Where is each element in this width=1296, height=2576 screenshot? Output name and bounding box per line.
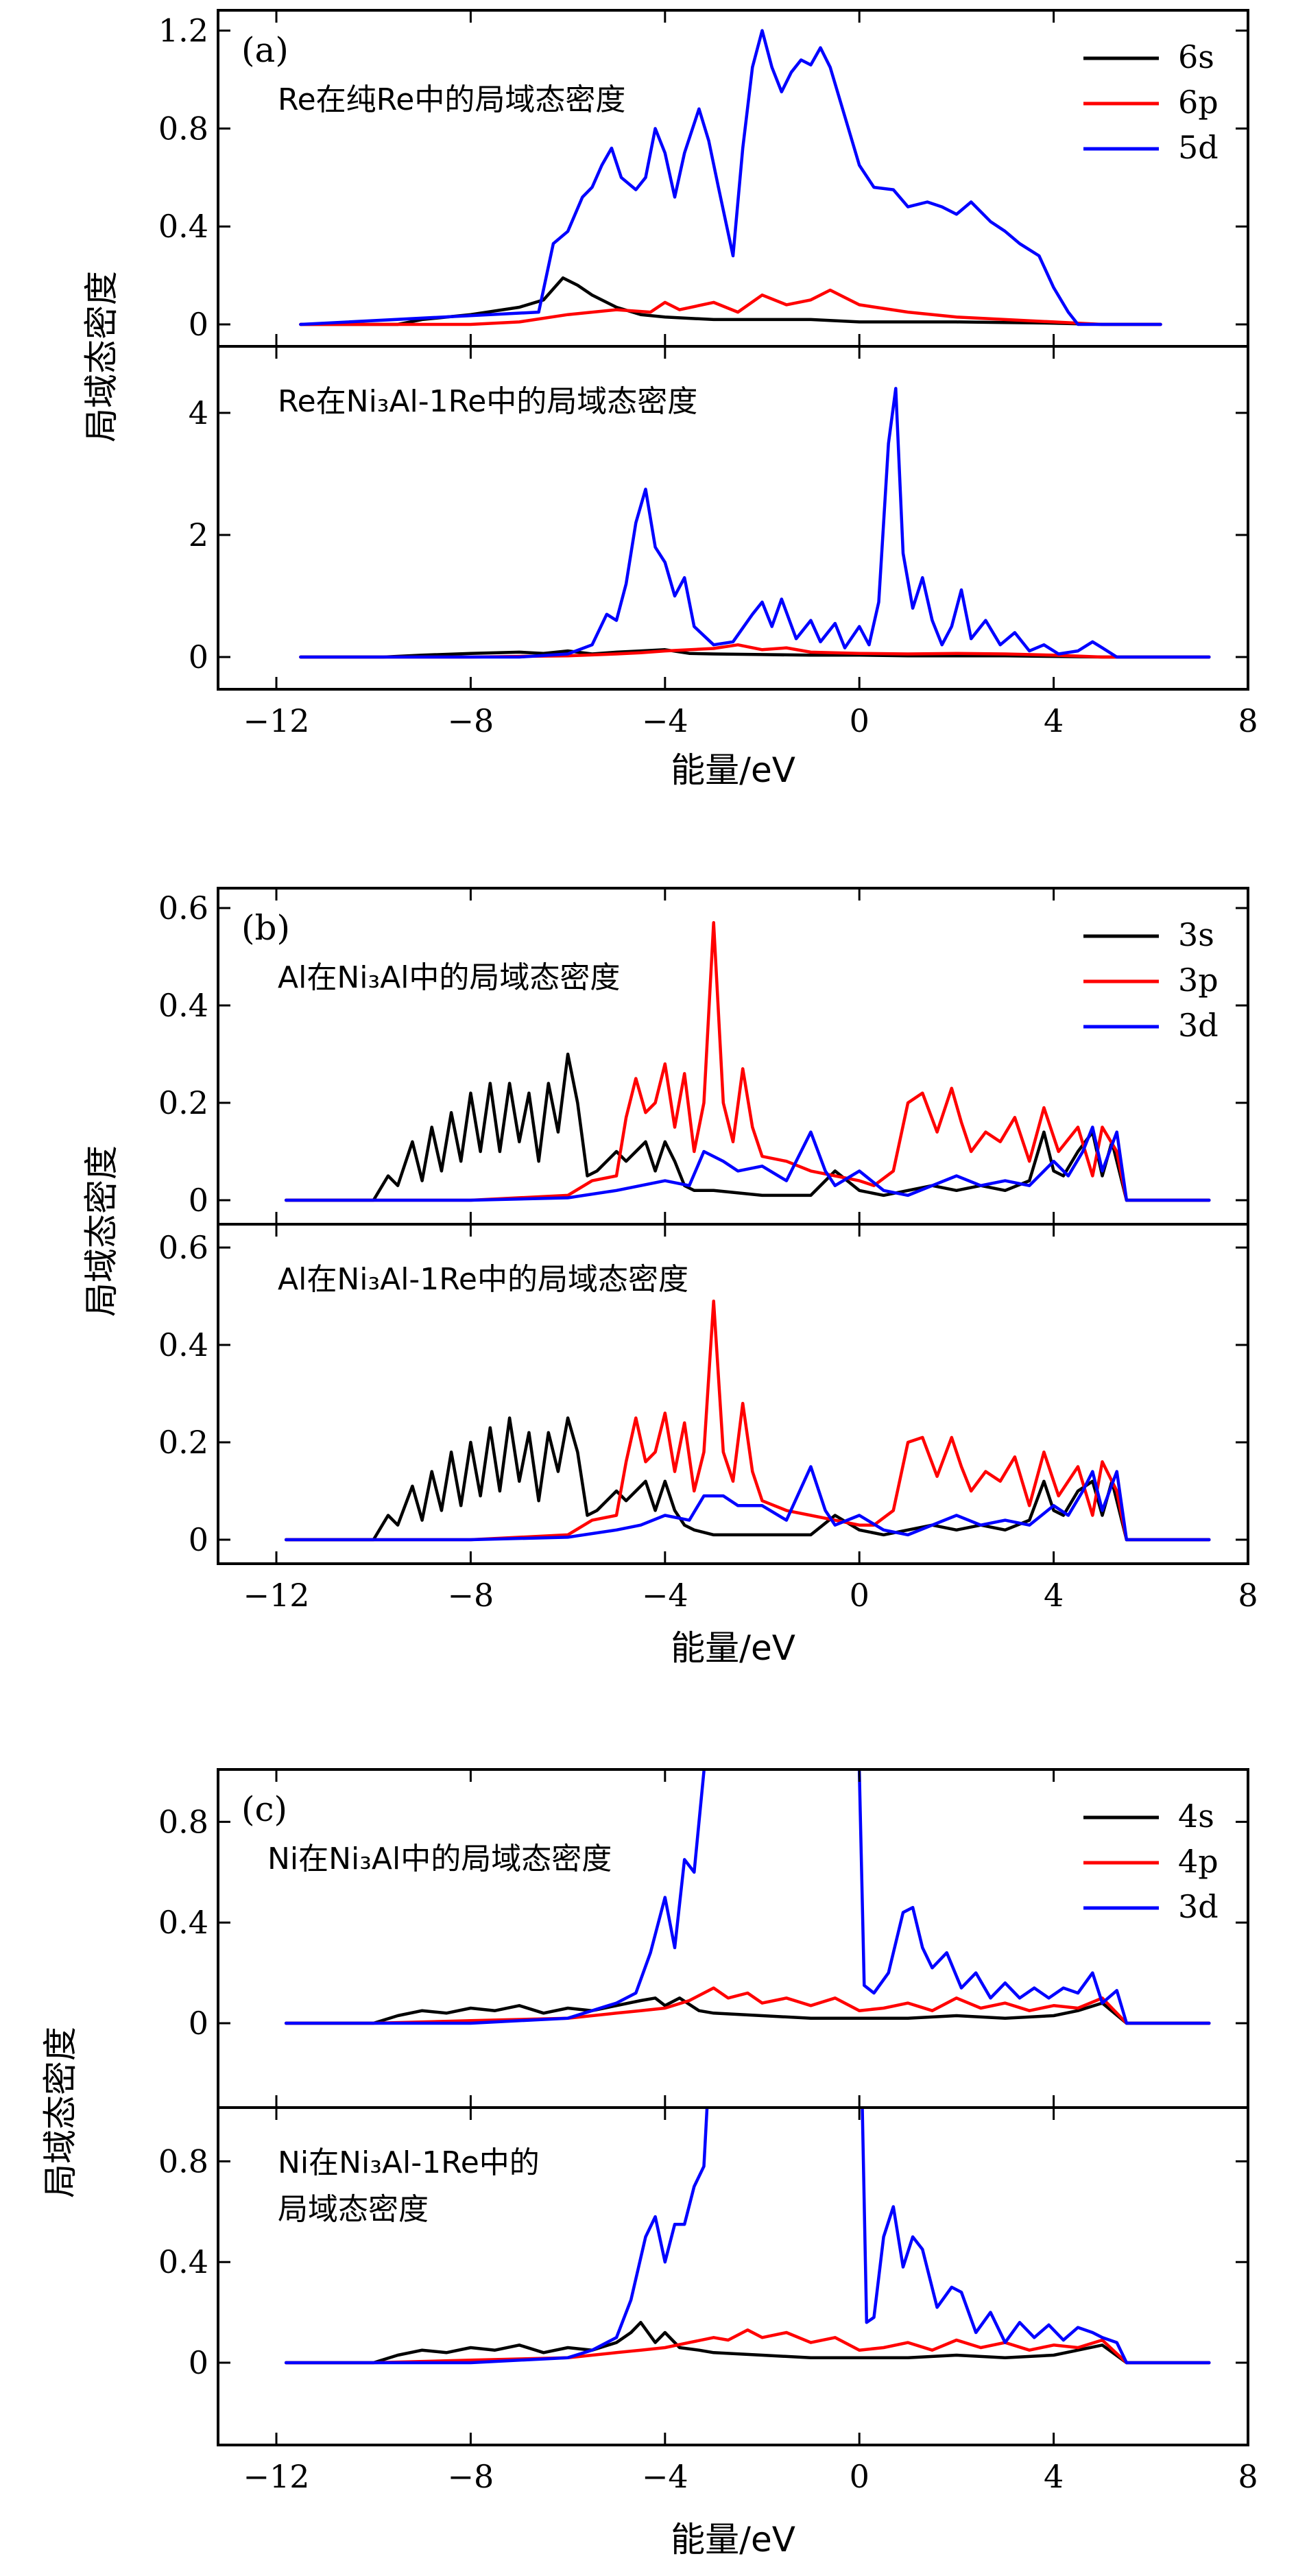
x-tick-label: 8 xyxy=(1238,702,1258,739)
series-line-5d-1 xyxy=(299,387,1211,659)
y-tick-label: 0 xyxy=(189,306,208,343)
y-tick-label: 0.2 xyxy=(158,1084,208,1121)
subplot-annotation: Ni在Ni₃Al-1Re中的 xyxy=(278,2145,540,2180)
panel-label: (b) xyxy=(241,908,290,948)
y-tick-label: 4 xyxy=(189,394,208,431)
subplot-annotation: 局域态密度 xyxy=(278,2192,429,2227)
panel-2: 0 0.4 0.8 Ni在Ni₃Al中的局域态密度 0 0.4 0.8 Ni在Ni₃Al-1R… xyxy=(40,1768,1258,2560)
x-tick-label: −4 xyxy=(642,702,688,739)
series-line-4s-0 xyxy=(284,1996,1211,2025)
y-tick-label: 0 xyxy=(189,2005,208,2042)
series-line-3d-0 xyxy=(284,1125,1211,1202)
subplot-annotation: Re在Ni₃Al-1Re中的局域态密度 xyxy=(278,384,697,419)
y-tick-label: 0.8 xyxy=(158,1803,208,1840)
subplot-annotation: Re在纯Re中的局域态密度 xyxy=(278,82,625,117)
y-tick-label: 0.4 xyxy=(158,2243,208,2280)
y-tick-label: 0.6 xyxy=(158,890,208,927)
x-tick-label: 8 xyxy=(1238,2458,1258,2495)
legend-label: 3d xyxy=(1178,1888,1219,1925)
x-tick-label: 4 xyxy=(1044,1577,1064,1614)
x-tick-label: −8 xyxy=(448,1577,494,1614)
y-tick-label: 0.4 xyxy=(158,208,208,245)
subplot-1-0 xyxy=(284,921,1211,1202)
x-tick-label: −4 xyxy=(642,2458,688,2495)
y-axis-label: 局域态密度 xyxy=(40,2027,80,2198)
y-tick-label: 0.8 xyxy=(158,2143,208,2180)
series-line-4s-1 xyxy=(284,2321,1211,2365)
panel-1: 0 0.2 0.4 0.6 Al在Ni₃Al中的局域态密度 0 0.2 0.4 0.6 Al在Ni… xyxy=(82,887,1258,1668)
x-tick-label: −12 xyxy=(243,1577,309,1614)
subplot-2-1 xyxy=(284,2108,1211,2365)
x-tick-label: −12 xyxy=(243,2458,309,2495)
legend-label: 3s xyxy=(1178,916,1214,953)
subplot-annotation: Al在Ni₃Al-1Re中的局域态密度 xyxy=(278,1262,688,1297)
y-axis-label: 局域态密度 xyxy=(82,1145,121,1317)
legend-label: 3p xyxy=(1178,962,1219,999)
y-tick-label: 0.6 xyxy=(158,1229,208,1266)
subplot-annotation: Ni在Ni₃Al中的局域态密度 xyxy=(267,1841,612,1876)
x-tick-label: −8 xyxy=(448,2458,494,2495)
x-tick-label: 4 xyxy=(1044,702,1064,739)
legend-label: 4s xyxy=(1178,1798,1214,1835)
y-tick-label: 1.2 xyxy=(158,12,208,49)
y-tick-label: 0 xyxy=(189,639,208,676)
series-line-3s-1 xyxy=(284,1416,1211,1542)
legend-label: 6s xyxy=(1178,38,1214,75)
series-line-3s-0 xyxy=(284,1052,1211,1202)
subplot-1-1 xyxy=(284,1299,1211,1542)
subplot-0-0 xyxy=(299,29,1162,326)
x-tick-label: 0 xyxy=(850,702,869,739)
series-line-6p-1 xyxy=(299,643,1211,659)
series-line-6p-0 xyxy=(299,288,1162,326)
y-tick-label: 0 xyxy=(189,2344,208,2381)
series-line-5d-0 xyxy=(299,29,1162,326)
series-line-3d-0 xyxy=(284,1769,1211,2025)
series-line-3d-1 xyxy=(284,1465,1211,1542)
legend-label: 4p xyxy=(1178,1843,1219,1880)
panel-label: (c) xyxy=(241,1789,287,1829)
y-tick-label: 2 xyxy=(189,516,208,553)
subplot-0-1 xyxy=(299,387,1211,659)
x-tick-label: −8 xyxy=(448,702,494,739)
y-axis-label: 局域态密度 xyxy=(82,271,121,442)
x-tick-label: 0 xyxy=(850,2458,869,2495)
y-tick-label: 0.4 xyxy=(158,1326,208,1363)
legend-label: 5d xyxy=(1178,129,1219,166)
series-line-3p-1 xyxy=(284,1299,1211,1542)
x-axis-label: 能量/eV xyxy=(671,1628,795,1668)
x-axis-label: 能量/eV xyxy=(671,750,795,790)
panel-label: (a) xyxy=(241,30,289,70)
subplot-2-0 xyxy=(284,1769,1211,2025)
y-tick-label: 0.4 xyxy=(158,1904,208,1941)
x-tick-label: 0 xyxy=(850,1577,869,1614)
series-line-3d-1 xyxy=(284,2108,1211,2365)
x-tick-label: −4 xyxy=(642,1577,688,1614)
x-axis-label: 能量/eV xyxy=(671,2520,795,2560)
y-tick-label: 0.4 xyxy=(158,987,208,1024)
legend-label: 3d xyxy=(1178,1007,1219,1044)
x-tick-label: 8 xyxy=(1238,1577,1258,1614)
legend-label: 6p xyxy=(1178,84,1219,121)
panel-0: 0 0.4 0.8 1.2 Re在纯Re中的局域态密度 0 2 4 Re在Ni₃Al-1Re中的… xyxy=(82,9,1258,790)
subplot-annotation: Al在Ni₃Al中的局域态密度 xyxy=(278,960,620,995)
series-line-3p-0 xyxy=(284,921,1211,1202)
y-tick-label: 0.2 xyxy=(158,1424,208,1461)
x-tick-label: 4 xyxy=(1044,2458,1064,2495)
y-tick-label: 0 xyxy=(189,1182,208,1219)
y-tick-label: 0 xyxy=(189,1521,208,1558)
series-line-4p-0 xyxy=(284,1986,1211,2025)
series-line-4p-1 xyxy=(284,2328,1211,2365)
y-tick-label: 0.8 xyxy=(158,110,208,147)
x-tick-label: −12 xyxy=(243,702,309,739)
